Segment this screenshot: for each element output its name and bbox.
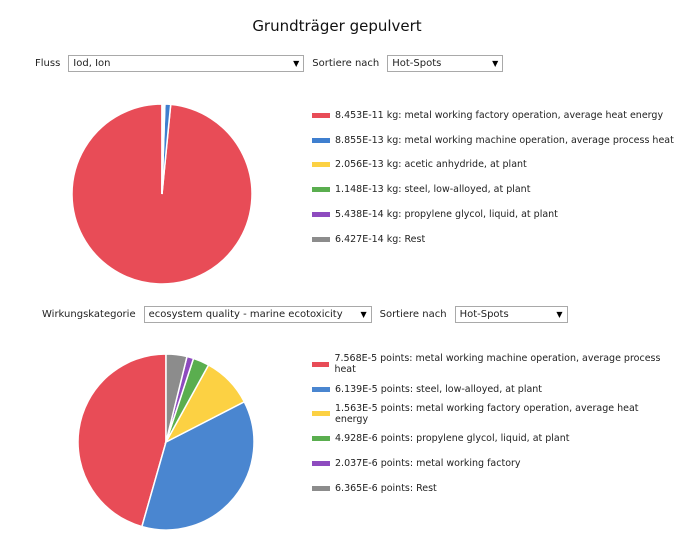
legend-item[interactable]: 7.568E-5 points: metal working machine o… — [312, 352, 674, 377]
legend-swatch — [312, 461, 330, 467]
pie-slice-2[interactable] — [140, 400, 255, 531]
legend-item[interactable]: 6.365E-6 points: Rest — [312, 476, 674, 501]
pie-slice-1[interactable] — [77, 353, 167, 528]
chevron-down-icon: ▼ — [293, 59, 300, 68]
impact-pie-chart — [77, 353, 255, 531]
flow-dropdown[interactable]: Iod, Ion ▼ — [68, 55, 305, 72]
flow-sort-dropdown[interactable]: Hot-Spots ▼ — [387, 55, 504, 72]
legend-label: 2.037E-6 points: metal working factory — [335, 458, 521, 470]
legend-label: 5.438E-14 kg: propylene glycol, liquid, … — [335, 209, 558, 221]
flow-sort-dropdown-value: Hot-Spots — [392, 58, 442, 69]
legend-label: 6.365E-6 points: Rest — [335, 482, 437, 494]
legend-item[interactable]: 1.148E-13 kg: steel, low-alloyed, at pla… — [312, 177, 674, 202]
legend-item[interactable]: 4.928E-6 points: propylene glycol, liqui… — [312, 426, 674, 451]
chevron-down-icon: ▼ — [360, 310, 367, 319]
legend-label: 7.568E-5 points: metal working machine o… — [334, 353, 661, 376]
legend-item[interactable]: 2.056E-13 kg: acetic anhydride, at plant — [312, 153, 674, 178]
legend-label: 6.427E-14 kg: Rest — [335, 233, 426, 245]
impact-legend: 7.568E-5 points: metal working machine o… — [312, 352, 674, 501]
legend-label: 4.928E-6 points: propylene glycol, liqui… — [335, 433, 570, 445]
legend-item[interactable]: 1.563E-5 points: metal working factory o… — [312, 402, 674, 427]
chevron-down-icon: ▼ — [556, 310, 563, 319]
legend-swatch — [312, 411, 330, 417]
pie-slice-6[interactable] — [165, 353, 188, 443]
legend-swatch — [312, 436, 330, 442]
chevron-down-icon: ▼ — [492, 59, 499, 68]
legend-swatch — [312, 162, 330, 168]
flow-dropdown-value: Iod, Ion — [73, 58, 111, 69]
legend-swatch — [312, 212, 330, 218]
legend-label: 2.056E-13 kg: acetic anhydride, at plant — [335, 159, 527, 171]
flow-legend: 8.453E-11 kg: metal working factory oper… — [312, 103, 674, 252]
legend-swatch — [312, 137, 330, 143]
legend-swatch — [312, 386, 330, 392]
impact-dropdown[interactable]: ecosystem quality - marine ecotoxicity ▼ — [143, 306, 372, 323]
legend-label: 8.453E-11 kg: metal working factory oper… — [335, 109, 664, 121]
legend-swatch — [312, 187, 330, 193]
legend-swatch — [312, 361, 330, 367]
legend-swatch — [312, 112, 330, 118]
impact-dropdown-value: ecosystem quality - marine ecotoxicity — [148, 309, 343, 320]
flow-sort-label: Sortiere nach — [312, 58, 380, 69]
legend-label: 8.855E-13 kg: metal working machine oper… — [335, 134, 674, 146]
legend-item[interactable]: 6.427E-14 kg: Rest — [312, 227, 674, 252]
legend-item[interactable]: 8.855E-13 kg: metal working machine oper… — [312, 128, 674, 153]
legend-item[interactable]: 8.453E-11 kg: metal working factory oper… — [312, 103, 674, 128]
legend-item[interactable]: 5.438E-14 kg: propylene glycol, liquid, … — [312, 202, 674, 227]
impact-sort-label: Sortiere nach — [379, 309, 447, 320]
impact-selector-row: Wirkungskategorie ecosystem quality - ma… — [42, 306, 568, 323]
legend-item[interactable]: 2.037E-6 points: metal working factory — [312, 451, 674, 476]
legend-label: 1.148E-13 kg: steel, low-alloyed, at pla… — [335, 184, 531, 196]
flow-selector-row: Fluss Iod, Ion ▼ Sortiere nach Hot-Spots… — [35, 55, 504, 72]
legend-swatch — [312, 485, 330, 491]
impact-sort-dropdown[interactable]: Hot-Spots ▼ — [454, 306, 568, 323]
flow-label: Fluss — [35, 58, 61, 69]
impact-label: Wirkungskategorie — [42, 309, 136, 320]
legend-label: 6.139E-5 points: steel, low-alloyed, at … — [335, 383, 543, 395]
impact-sort-dropdown-value: Hot-Spots — [459, 309, 509, 320]
legend-item[interactable]: 6.139E-5 points: steel, low-alloyed, at … — [312, 377, 674, 402]
page-title: Grundträger gepulvert — [252, 17, 422, 35]
legend-swatch — [312, 236, 330, 242]
flow-pie-chart — [71, 103, 253, 285]
legend-label: 1.563E-5 points: metal working factory o… — [334, 402, 639, 425]
